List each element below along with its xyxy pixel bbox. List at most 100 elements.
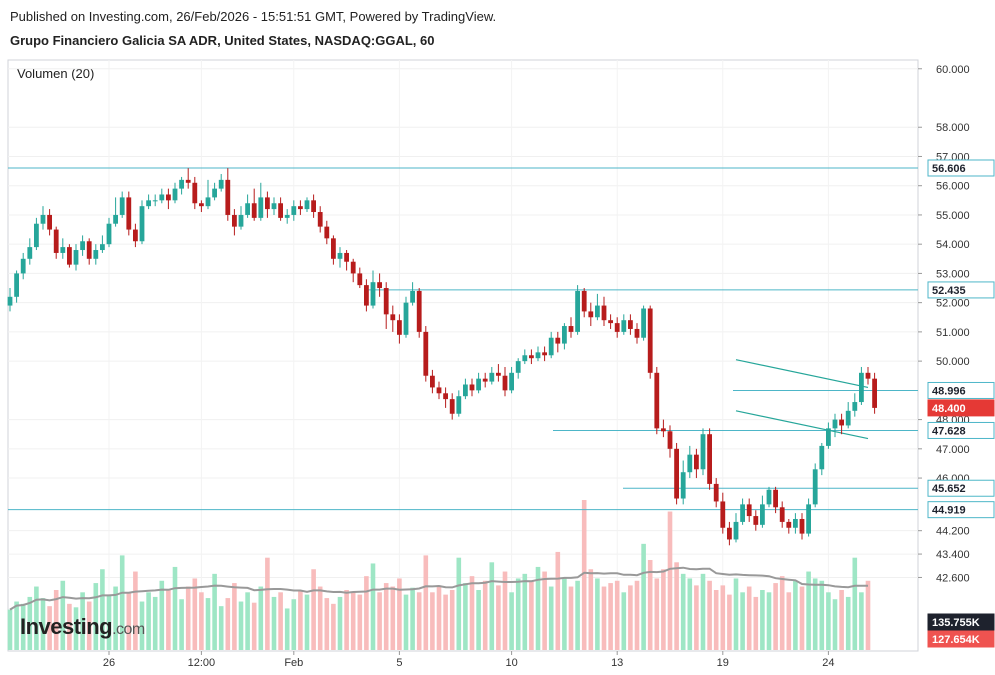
level-price-tag-box [927,381,995,399]
candle-body [205,197,211,207]
volume-bar [40,598,46,650]
volume-bar [93,583,99,650]
candle-body [73,250,79,265]
candle-body [799,518,805,534]
volume-moving-average [9,566,869,611]
volume-bar [529,580,534,650]
investing-logo: Investing.com [20,614,145,640]
volume-bar [67,603,72,650]
candle-body [601,305,607,321]
candle-body [397,320,402,335]
volume-bar [311,569,316,650]
candle-body [634,328,640,338]
candle-body [20,258,26,274]
volume-indicator-label[interactable]: Volumen (20) [17,66,95,81]
volume-bar [284,608,290,650]
candle-body [284,214,290,218]
candle-body [139,206,145,242]
candle-body [700,434,706,470]
level-price-tag: 45.652 [927,479,995,497]
candle-body [845,410,851,426]
candle-body [826,428,831,446]
volume-bar [20,603,26,650]
y-tick-label: 54.000 [936,239,970,251]
candle-body [93,250,99,259]
candle-body [80,241,85,251]
volume-bar [588,569,594,650]
y-tick-label: 55.000 [936,210,970,222]
level-price-tag: 48.996 [927,381,995,399]
volume-bar [27,596,33,650]
volume-bar [364,576,369,650]
candle-body [152,200,158,202]
volume-tag-ma-text: 127.654K [932,634,980,646]
candle-body [595,305,600,318]
level-price-tag: 44.919 [927,501,995,519]
volume-bar [119,555,125,650]
volume-bar [713,590,719,650]
volume-bar [614,580,620,650]
candle-body [760,504,765,525]
last-price-tag-text: 48.400 [932,403,966,415]
level-price-tag-box [927,501,995,519]
candle-body [232,214,237,227]
volume-bar [667,511,673,650]
candle-body [126,197,132,230]
volume-bar [595,578,600,650]
volume-bar [575,580,580,650]
candle-body [654,372,660,429]
candle-body [159,194,165,201]
candle-body [548,337,554,356]
volume-bar [515,578,521,650]
last-price-tag: 48.400 [927,399,995,417]
level-price-tag-text: 45.652 [932,483,966,495]
candle-body [482,378,488,382]
candle-body [449,399,455,414]
candle-body [40,214,46,224]
volume-bar [489,562,495,650]
volume-bar [278,592,283,650]
candle-body [27,247,33,259]
candle-body [225,179,231,215]
candle-body [476,378,481,391]
x-tick-label: 13 [611,657,623,669]
candle-body [271,203,277,210]
volume-bar [852,557,858,650]
candle-body [258,197,264,218]
volume-bar [53,590,59,650]
x-tick-label: 19 [717,657,729,669]
candle-body [819,445,825,470]
volume-bar [304,594,310,650]
volume-bar [146,592,151,650]
y-tick-label: 47.000 [936,444,970,456]
candle-body [463,384,468,397]
candle-body [383,288,389,315]
volume-tag-current-text: 135.755K [932,617,980,629]
candle-body [621,320,627,332]
candle-body [344,252,349,262]
volume-bar [344,590,349,650]
candle-body [185,179,191,183]
level-price-tag-box [927,479,995,497]
volume-bar [7,609,13,650]
volume-bar [152,596,158,650]
candle-body [674,448,679,499]
candle-body [298,206,303,210]
candle-body [786,521,792,528]
volume-bar [350,592,356,650]
volume-bar [601,586,607,650]
candle-body [680,472,686,499]
volume-bar [416,592,422,650]
candle-body [403,302,409,335]
volume-bar [746,586,752,650]
candle-body [172,188,178,201]
candle-body [535,352,541,359]
candle-body [53,229,59,253]
candle-body [628,320,633,329]
volume-bar [469,576,475,650]
volume-bar [661,569,666,650]
candle-body [852,402,858,411]
channel-lower-line [735,410,869,440]
candle-body [390,314,396,321]
